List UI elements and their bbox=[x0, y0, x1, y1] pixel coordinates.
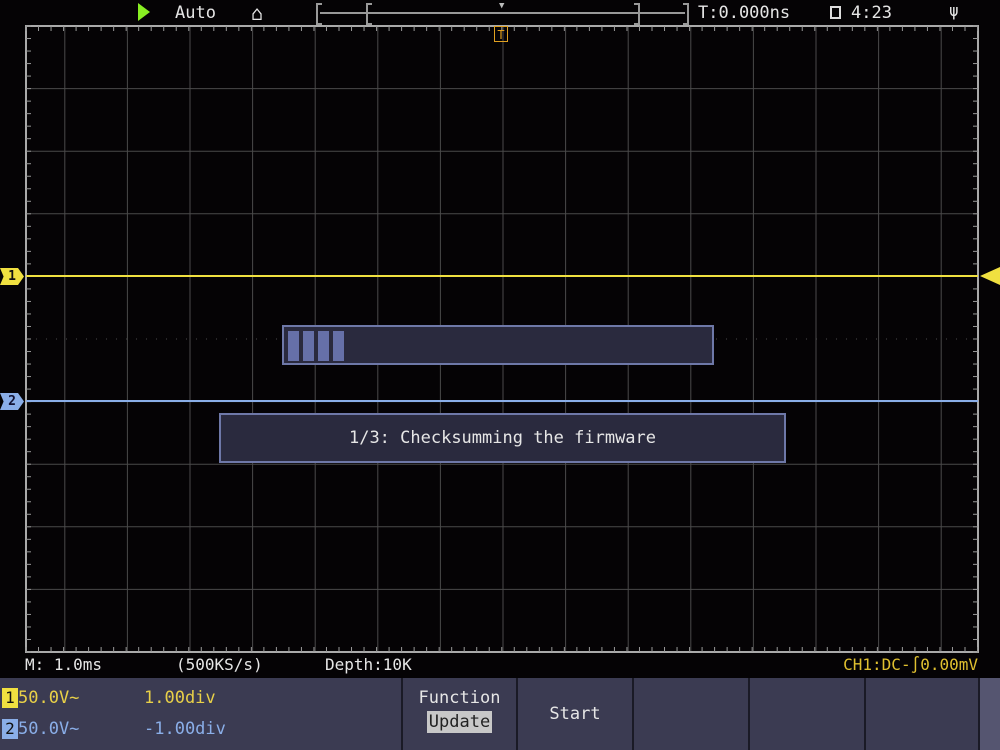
usb-icon: ψ bbox=[949, 1, 959, 20]
trigger-marker-label: T bbox=[497, 28, 505, 42]
ch1-info[interactable]: 1 50.0V~ 1.00div bbox=[2, 688, 216, 708]
memory-position-bar[interactable]: ▼ bbox=[316, 1, 689, 25]
progress-segment bbox=[288, 331, 299, 361]
ch1-offset: 1.00div bbox=[144, 688, 216, 708]
menu-button-6[interactable] bbox=[864, 678, 978, 750]
top-bar: Auto ⌂ ▼ T:0.000ns 4:23 ψ bbox=[0, 0, 1000, 26]
ch2-level-marker[interactable]: 2 bbox=[0, 393, 24, 410]
run-state-icon[interactable] bbox=[138, 3, 150, 21]
function-label: Function bbox=[418, 688, 501, 708]
trigger-level-marker[interactable] bbox=[980, 267, 1000, 285]
menu-scroll-handle[interactable] bbox=[978, 678, 1000, 750]
sample-rate: (500KS/s) bbox=[176, 655, 263, 674]
menu-button-4[interactable] bbox=[632, 678, 748, 750]
status-message-box: 1/3: Checksumming the firmware bbox=[219, 413, 786, 463]
menu-button-5[interactable] bbox=[748, 678, 864, 750]
timebase[interactable]: M: 1.0ms bbox=[25, 655, 103, 674]
trigger-position-marker[interactable]: T bbox=[494, 26, 508, 42]
lock-icon bbox=[830, 6, 841, 19]
ch1-level-marker[interactable]: 1 bbox=[0, 268, 24, 285]
status-message: 1/3: Checksumming the firmware bbox=[348, 428, 657, 448]
ch2-scale: 50.0V~ bbox=[18, 719, 80, 739]
trigger-time: T:0.000ns bbox=[698, 3, 791, 23]
progress-segment bbox=[318, 331, 329, 361]
memory-depth: Depth:10K bbox=[325, 655, 412, 674]
ch1-marker-label: 1 bbox=[8, 269, 16, 284]
trigger-info[interactable]: CH1:DC-∫0.00mV bbox=[843, 655, 978, 674]
progress-bar bbox=[282, 325, 714, 365]
ch2-badge: 2 bbox=[2, 719, 18, 739]
function-value: Update bbox=[426, 711, 493, 733]
status-bar: M: 1.0ms (500KS/s) Depth:10K CH1:DC-∫0.0… bbox=[0, 655, 1000, 677]
start-button[interactable]: Start bbox=[516, 678, 632, 750]
progress-segment bbox=[303, 331, 314, 361]
ch1-badge: 1 bbox=[2, 688, 18, 708]
start-label: Start bbox=[549, 704, 601, 724]
ch2-marker-label: 2 bbox=[8, 394, 16, 409]
function-menu-button[interactable]: Function Update bbox=[401, 678, 516, 750]
ch2-offset: -1.00div bbox=[144, 719, 226, 739]
ch2-info[interactable]: 2 50.0V~ -1.00div bbox=[2, 719, 226, 739]
home-icon[interactable]: ⌂ bbox=[251, 1, 264, 25]
trigger-mode[interactable]: Auto bbox=[175, 3, 216, 23]
ch1-scale: 50.0V~ bbox=[18, 688, 80, 708]
clock: 4:23 bbox=[851, 3, 892, 23]
waveform-display bbox=[25, 25, 979, 653]
progress-segment bbox=[333, 331, 344, 361]
